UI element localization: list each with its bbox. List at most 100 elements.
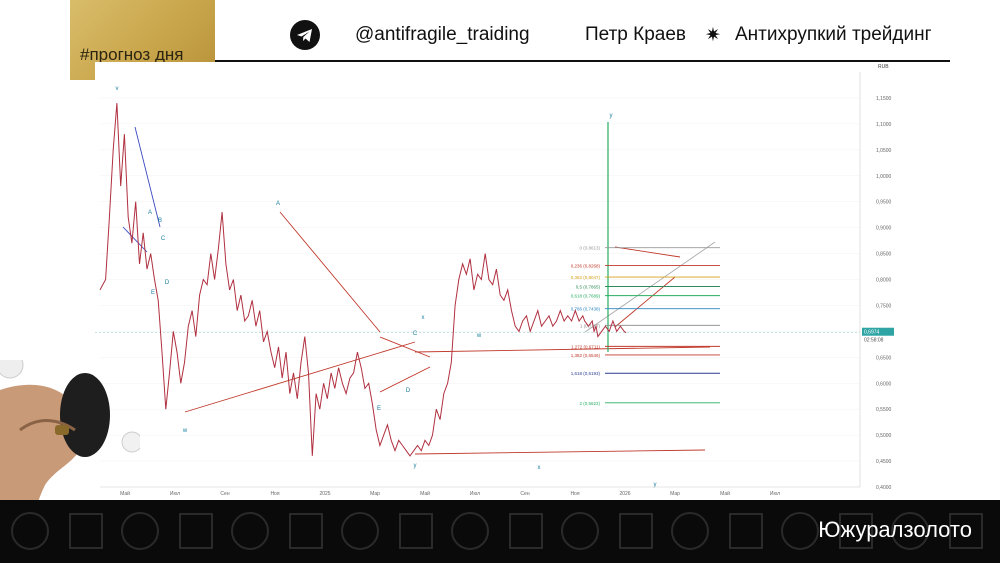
trendline xyxy=(379,366,431,393)
footer-crest-icon xyxy=(949,513,983,549)
wave-label: y xyxy=(610,113,613,119)
telegram-icon[interactable] xyxy=(290,20,320,50)
trendline xyxy=(414,346,711,353)
y-tick-label: 1,0000 xyxy=(876,174,892,180)
y-tick-label: 0,9000 xyxy=(876,226,892,232)
trendline xyxy=(379,336,431,358)
wave-label: v xyxy=(116,86,119,92)
wave-label: A xyxy=(148,210,152,216)
telegram-handle[interactable]: @antifragile_traiding xyxy=(355,24,530,45)
footer-wreath-icon xyxy=(451,512,489,550)
price-chart[interactable]: 0 (0,8613) 0,236 (0,8268) 0,382 (0,8047) 0,… xyxy=(95,62,895,497)
axis-currency-label: RUB xyxy=(878,64,889,70)
x-tick-label: Мар xyxy=(370,491,380,497)
footer-crest-icon xyxy=(289,513,323,549)
footer-wreath-icon xyxy=(671,512,709,550)
x-tick-label: 2026 xyxy=(619,491,630,497)
wave-label: E xyxy=(151,290,155,296)
footer-logo-pattern xyxy=(11,512,983,550)
wave-label: x xyxy=(422,315,425,321)
fib-level-label: 1,272 (0,6711) xyxy=(571,344,600,349)
wave-label: w xyxy=(182,428,188,434)
fib-level-label: 0,236 (0,8268) xyxy=(571,264,601,269)
y-tick-label: 0,8000 xyxy=(876,278,892,284)
footer-bar: Южуралзолото xyxy=(0,500,1000,563)
trendline xyxy=(414,449,706,455)
fib-level-label: 0,618 (0,7689) xyxy=(571,294,601,299)
x-tick-label: 2025 xyxy=(319,491,330,497)
x-tick-label: Июл xyxy=(770,491,780,497)
wave-label: A xyxy=(276,201,280,207)
wave-label: C xyxy=(161,236,166,242)
y-tick-label: 1,1500 xyxy=(876,96,892,102)
footer-crest-icon xyxy=(509,513,543,549)
x-tick-label: Июл xyxy=(470,491,480,497)
wave-label: x xyxy=(538,465,541,471)
wave-label: D xyxy=(165,280,170,286)
y-tick-label: 0,9500 xyxy=(876,200,892,206)
last-price-label: 0,6974 xyxy=(864,330,880,336)
fib-level-label: 0,382 (0,8047) xyxy=(571,275,601,280)
y-tick-label: 0,7500 xyxy=(876,303,892,309)
x-tick-label: Сен xyxy=(220,491,229,497)
y-tick-label: 1,0500 xyxy=(876,148,892,154)
x-tick-label: Май xyxy=(720,490,730,497)
trendline xyxy=(122,226,148,253)
x-tick-label: Мар xyxy=(670,491,680,497)
price-series-line xyxy=(99,103,627,457)
chart-svg: 0 (0,8613) 0,236 (0,8268) 0,382 (0,8047) 0,… xyxy=(95,62,895,497)
x-tick-label: Сен xyxy=(520,491,529,497)
wave-label: y xyxy=(654,482,657,488)
wave-label: B xyxy=(158,218,162,224)
y-tick-label: 0,6500 xyxy=(876,355,892,361)
x-tick-label: Май xyxy=(420,490,430,497)
fib-level-label: 0,786 (0,7438) xyxy=(571,307,601,312)
trendline xyxy=(614,276,676,328)
forecast-badge-text: #прогноз дня xyxy=(80,45,184,64)
footer-wreath-icon xyxy=(11,512,49,550)
y-tick-label: 0,4000 xyxy=(876,485,892,491)
footer-wreath-icon xyxy=(231,512,269,550)
wave-label: C xyxy=(413,331,418,337)
y-tick-label: 0,5000 xyxy=(876,433,892,439)
footer-crest-icon xyxy=(399,513,433,549)
footer-crest-icon xyxy=(839,513,873,549)
wave-label: w xyxy=(476,333,482,339)
trendline xyxy=(584,241,716,333)
trendline xyxy=(279,211,381,333)
y-tick-label: 0,4500 xyxy=(876,459,892,465)
author-name: Петр Краев xyxy=(585,24,687,45)
footer-wreath-icon xyxy=(341,512,379,550)
fib-level-label: 1 (0,7117) xyxy=(580,323,601,328)
last-price-box xyxy=(862,327,894,336)
header: @antifragile_traiding Петр Краев ✷ Антих… xyxy=(215,0,950,62)
footer-wreath-icon xyxy=(561,512,599,550)
footer-wreath-icon xyxy=(781,512,819,550)
footer-crest-icon xyxy=(729,513,763,549)
fib-level-label: 1,382 (0,6546) xyxy=(571,353,601,358)
y-tick-label: 0,6000 xyxy=(876,381,892,387)
y-tick-label: 0,5500 xyxy=(876,407,892,413)
x-tick-label: Май xyxy=(120,490,130,497)
ticker-name: Южуралзолото xyxy=(818,517,972,542)
x-tick-label: Ноя xyxy=(270,491,279,497)
y-tick-label: 1,1000 xyxy=(876,122,892,128)
footer-crest-icon xyxy=(69,513,103,549)
fib-level-label: 1,618 (0,6193) xyxy=(571,371,601,376)
countdown-label: 02:58:08 xyxy=(864,338,884,344)
footer-crest-icon xyxy=(179,513,213,549)
x-tick-label: Июл xyxy=(170,491,180,497)
footer-wreath-icon xyxy=(121,512,159,550)
brand-name: Антихрупкий трейдинг xyxy=(735,24,932,45)
fib-level-label: 2 (0,5622) xyxy=(579,401,600,406)
wave-label: y xyxy=(414,463,417,469)
separator-star-icon: ✷ xyxy=(705,25,721,46)
fib-level-label: 0 (0,8613) xyxy=(579,246,600,251)
trendline xyxy=(134,126,161,228)
footer-wreath-icon xyxy=(891,512,929,550)
y-tick-label: 0,8500 xyxy=(876,252,892,258)
trendline xyxy=(614,246,681,258)
footer-crest-icon xyxy=(619,513,653,549)
x-tick-label: Ноя xyxy=(570,491,579,497)
wave-label: E xyxy=(377,406,381,412)
